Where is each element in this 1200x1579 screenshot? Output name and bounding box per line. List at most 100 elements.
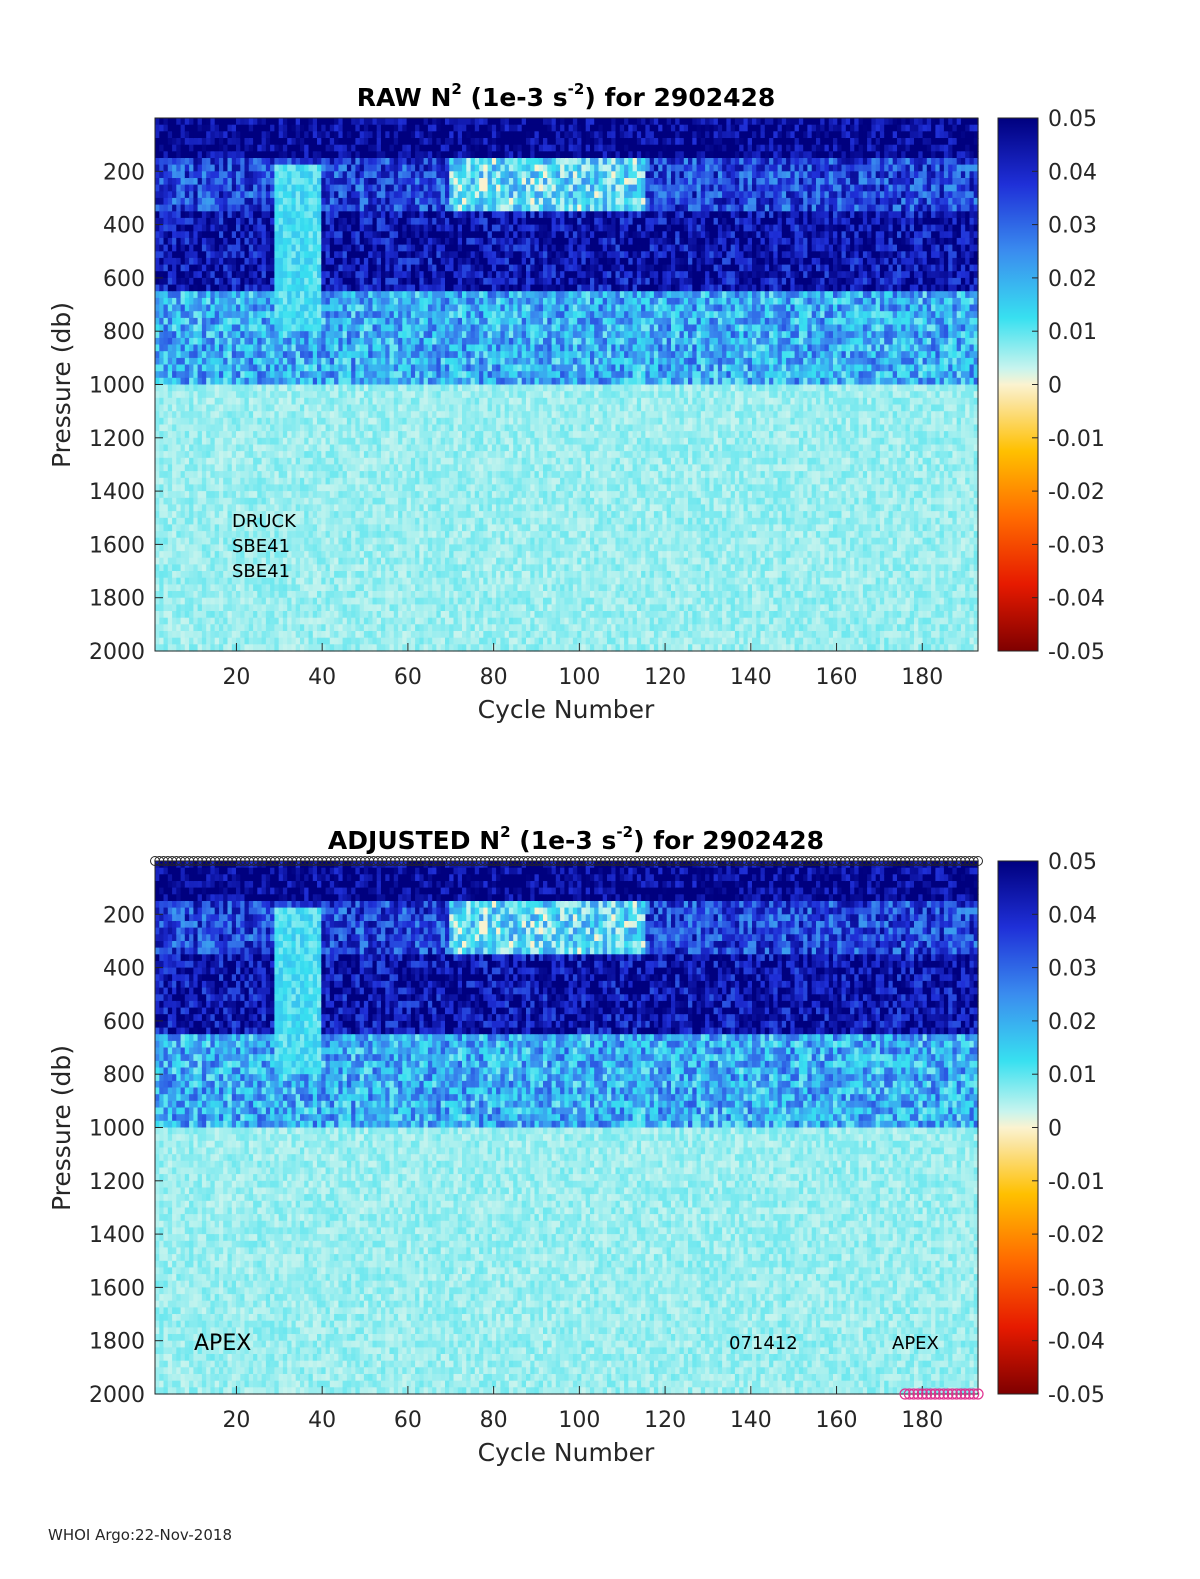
- heatmap-cell: [257, 357, 263, 366]
- heatmap-cell: [214, 457, 220, 466]
- heatmap-cell: [214, 597, 220, 605]
- heatmap-cell: [312, 544, 318, 552]
- heatmap-cell: [329, 364, 335, 372]
- heatmap-cell: [410, 331, 416, 339]
- heatmap-cell: [398, 284, 403, 292]
- heatmap-cell: [219, 138, 224, 146]
- heatmap-cell: [415, 531, 420, 539]
- heatmap-cell: [253, 644, 258, 652]
- heatmap-cell: [415, 297, 420, 306]
- heatmap-cell: [270, 431, 275, 439]
- heatmap-cell: [295, 158, 301, 166]
- heatmap-cell: [355, 517, 361, 526]
- heatmap-cell: [206, 217, 212, 226]
- heatmap-cell: [368, 504, 374, 512]
- heatmap-cell: [389, 524, 395, 532]
- heatmap-cell: [231, 191, 237, 199]
- heatmap-cell: [155, 384, 160, 392]
- heatmap-cell: [368, 344, 374, 352]
- heatmap-cell: [270, 184, 275, 192]
- heatmap-cell: [248, 637, 254, 645]
- heatmap-cell: [274, 297, 280, 306]
- heatmap-cell: [240, 511, 246, 519]
- heatmap-cell: [201, 257, 207, 266]
- heatmap-cell: [163, 404, 169, 412]
- heatmap-cell: [219, 451, 224, 459]
- heatmap-cell: [159, 124, 165, 132]
- heatmap-cell: [257, 271, 263, 279]
- heatmap-cell: [206, 224, 212, 232]
- heatmap-cell: [393, 304, 399, 312]
- heatmap-cell: [342, 178, 348, 186]
- heatmap-cell: [189, 564, 194, 572]
- heatmap-cell: [317, 617, 322, 625]
- heatmap-cell: [189, 604, 194, 612]
- heatmap-cell: [193, 557, 199, 565]
- heatmap-cell: [368, 457, 374, 466]
- heatmap-cell: [227, 624, 233, 632]
- heatmap-cell: [325, 311, 331, 319]
- heatmap-cell: [265, 351, 271, 359]
- heatmap-cell: [308, 344, 314, 352]
- heatmap-cell: [402, 437, 408, 446]
- heatmap-cell: [163, 304, 169, 312]
- heatmap-cell: [163, 584, 169, 592]
- heatmap-cell: [282, 144, 288, 152]
- heatmap-cell: [231, 204, 237, 212]
- heatmap-cell: [410, 337, 416, 346]
- heatmap-cell: [278, 484, 284, 492]
- heatmap-cell: [317, 371, 322, 379]
- heatmap-cell: [176, 537, 182, 545]
- heatmap-cell: [227, 237, 233, 246]
- heatmap-cell: [334, 158, 339, 166]
- heatmap-cell: [355, 637, 361, 645]
- heatmap-cell: [304, 197, 310, 206]
- heatmap-cell: [282, 184, 288, 192]
- heatmap-cell: [398, 364, 403, 372]
- heatmap-cell: [206, 164, 212, 172]
- heatmap-cell: [398, 178, 403, 186]
- heatmap-cell: [231, 184, 237, 192]
- heatmap-cell: [253, 204, 258, 212]
- heatmap-cell: [381, 644, 386, 652]
- heatmap-cell: [291, 457, 297, 466]
- heatmap-cell: [257, 617, 263, 625]
- heatmap-cell: [410, 317, 416, 326]
- heatmap-cell: [210, 377, 216, 386]
- heatmap-cell: [210, 231, 216, 239]
- heatmap-cell: [317, 544, 322, 552]
- heatmap-cell: [406, 537, 412, 545]
- heatmap-cell: [398, 291, 403, 299]
- heatmap-cell: [155, 204, 160, 212]
- heatmap-cell: [317, 397, 322, 406]
- heatmap-cell: [351, 118, 357, 126]
- heatmap-cell: [342, 371, 348, 379]
- heatmap-cell: [402, 584, 408, 592]
- heatmap-cell: [193, 377, 199, 386]
- heatmap-cell: [351, 337, 357, 346]
- heatmap-cell: [346, 131, 352, 139]
- heatmap-cell: [206, 584, 212, 592]
- heatmap-cell: [355, 591, 361, 599]
- heatmap-cell: [304, 537, 310, 545]
- heatmap-cell: [359, 564, 365, 572]
- heatmap-cell: [270, 244, 275, 252]
- heatmap-cell: [291, 517, 297, 526]
- heatmap-cell: [334, 211, 339, 219]
- heatmap-cell: [312, 237, 318, 246]
- heatmap-cell: [248, 237, 254, 246]
- heatmap-cell: [197, 171, 203, 179]
- heatmap-cell: [219, 151, 224, 159]
- heatmap-cell: [253, 244, 258, 252]
- heatmap-cell: [304, 637, 310, 645]
- heatmap-cell: [189, 524, 194, 532]
- heatmap-cell: [265, 271, 271, 279]
- heatmap-cell: [214, 211, 220, 219]
- heatmap-cell: [359, 557, 365, 565]
- heatmap-cell: [372, 484, 378, 492]
- heatmap-cell: [385, 118, 391, 126]
- heatmap-cell: [359, 591, 365, 599]
- heatmap-cell: [167, 364, 173, 372]
- heatmap-cell: [312, 337, 318, 346]
- heatmap-cell: [163, 197, 169, 206]
